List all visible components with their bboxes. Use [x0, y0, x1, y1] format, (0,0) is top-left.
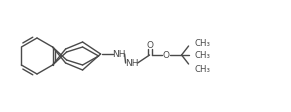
Text: NH: NH: [112, 50, 125, 59]
Text: O: O: [146, 41, 153, 50]
Text: O: O: [162, 51, 169, 60]
Text: CH₃: CH₃: [195, 64, 211, 73]
Text: CH₃: CH₃: [195, 51, 211, 60]
Text: CH₃: CH₃: [195, 38, 211, 47]
Text: NH: NH: [125, 59, 138, 68]
